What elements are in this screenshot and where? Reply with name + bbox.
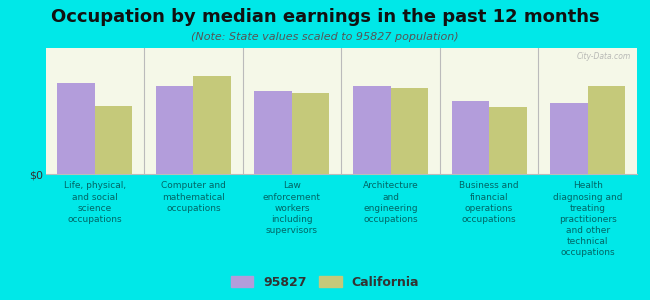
Text: Life, physical,
and social
science
occupations: Life, physical, and social science occup… <box>64 182 126 224</box>
Bar <box>489 107 526 174</box>
Text: Computer and
mathematical
occupations: Computer and mathematical occupations <box>161 182 226 213</box>
Text: Occupation by median earnings in the past 12 months: Occupation by median earnings in the pas… <box>51 8 599 26</box>
Bar <box>353 86 391 174</box>
Bar <box>292 93 330 174</box>
Bar <box>588 86 625 174</box>
Text: (Note: State values scaled to 95827 population): (Note: State values scaled to 95827 popu… <box>191 32 459 41</box>
Bar <box>255 91 292 174</box>
Text: Business and
financial
operations
occupations: Business and financial operations occupa… <box>460 182 519 224</box>
Bar <box>452 101 489 174</box>
Bar <box>551 103 588 174</box>
Legend: 95827, California: 95827, California <box>226 271 424 294</box>
Text: Architecture
and
engineering
occupations: Architecture and engineering occupations <box>363 182 419 224</box>
Bar <box>156 86 194 174</box>
Bar <box>391 88 428 174</box>
Bar <box>57 83 95 174</box>
Text: Law
enforcement
workers
including
supervisors: Law enforcement workers including superv… <box>263 182 321 235</box>
Bar <box>194 76 231 174</box>
Text: Health
diagnosing and
treating
practitioners
and other
technical
occupations: Health diagnosing and treating practitio… <box>553 182 623 257</box>
Text: City-Data.com: City-Data.com <box>577 52 631 61</box>
Bar <box>95 106 132 174</box>
